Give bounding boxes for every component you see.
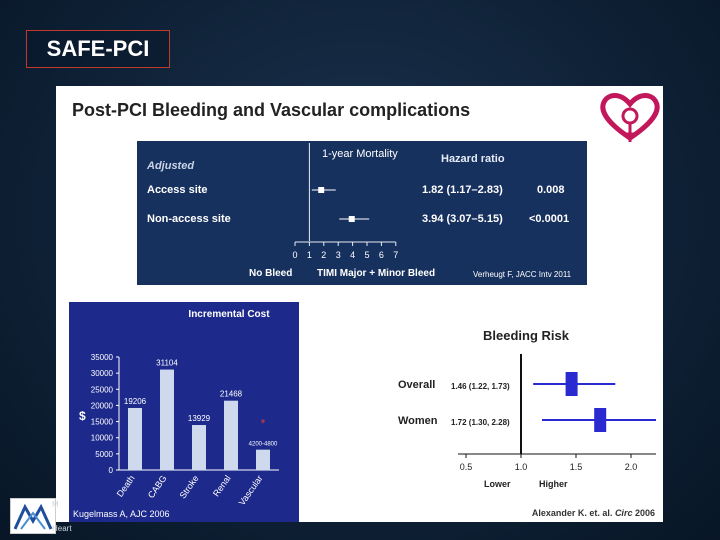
x-tick-label: 5 (364, 250, 369, 260)
category-label: Renal (211, 473, 233, 498)
logo-text-1: M (52, 500, 59, 509)
women-heart-icon (600, 93, 660, 142)
x-tick-label: 3 (336, 250, 341, 260)
logo-text-2: Heart (52, 524, 72, 533)
point-estimate (565, 372, 578, 396)
x-tick-label: 4 (350, 250, 355, 260)
cost-bar (160, 369, 174, 470)
bleeding-risk-plot: Bleeding Risk0.51.01.52.02.5Overall1.46 … (326, 324, 694, 494)
slide-label: SAFE-PCI (26, 30, 170, 68)
y-tick-label: 30000 (91, 369, 114, 378)
x-tick-label: 7 (393, 250, 398, 260)
y-tick-label: 10000 (91, 434, 114, 443)
row-hr-access: 1.82 (1.17–2.83) (422, 184, 503, 196)
lower-label: Lower (484, 479, 511, 489)
adjusted-label: Adjusted (147, 160, 195, 172)
bleeding-risk-citation: Alexander K. et. al. Circ 2006 (532, 508, 655, 518)
mount-sinai-text: M Heart (52, 500, 72, 534)
x-tick-label: 0.5 (460, 462, 473, 472)
x-tick-label: 1.0 (515, 462, 528, 472)
y-tick-label: 0 (109, 466, 114, 475)
category-label: Vascular (237, 473, 265, 507)
citation-year: 2006 (634, 508, 655, 518)
category-label: Stroke (178, 473, 201, 500)
slide-title: Post-PCI Bleeding and Vascular complicat… (72, 100, 471, 120)
category-label: Death (115, 473, 137, 498)
bar-value-label: 31104 (156, 359, 178, 368)
y-tick-label: 5000 (95, 450, 113, 459)
y-tick-label: 15000 (91, 418, 114, 427)
row-hr-nonaccess: 3.94 (3.07–5.15) (422, 213, 503, 225)
x-tick-label: 2 (321, 250, 326, 260)
mortality-citation: Verheugt F, JACC Intv 2011 (473, 270, 572, 279)
incremental-cost-svg: Incremental Cost $0 5000 10000 15000 20000 250… (73, 309, 279, 519)
row-ci-label: 1.46 (1.22, 1.73) (451, 382, 510, 391)
bar-value-label: 13929 (188, 414, 211, 423)
cost-bar (224, 400, 238, 470)
x-tick-label: 1 (307, 250, 312, 260)
y-axis-label: $ (79, 409, 86, 423)
mortality-hazard-panel: Adjusted 1-year Mortality Hazard ratio A… (137, 141, 587, 285)
y-tick-label: 20000 (91, 401, 114, 410)
category-label: CABG (146, 473, 169, 500)
point-estimate (594, 408, 607, 432)
bar-value-label: 19206 (124, 397, 147, 406)
cost-bar (256, 449, 270, 470)
no-bleed-label: No Bleed (249, 268, 293, 279)
mount-sinai-logo (10, 498, 56, 534)
y-tick-label: 35000 (91, 353, 114, 362)
point-estimate (318, 187, 325, 193)
chart-title: Incremental Cost (188, 309, 270, 320)
row-p-nonaccess: <0.0001 (529, 213, 570, 225)
row-p-access: 0.008 (537, 184, 565, 196)
citation-journal: Circ (614, 508, 633, 518)
higher-label: Higher (539, 479, 568, 489)
row-label-nonaccess: Non-access site (147, 213, 231, 225)
y-tick-label: 25000 (91, 385, 114, 394)
mortality-plot-title: 1-year Mortality (322, 148, 398, 160)
citation-prefix: Alexander K. et. al. (531, 508, 613, 518)
hr-header: Hazard ratio (441, 153, 505, 165)
row-label: Women (398, 415, 438, 427)
cost-citation: Kugelmass A, AJC 2006 (73, 509, 170, 519)
point-estimate (348, 216, 355, 222)
x-tick-label: 6 (379, 250, 384, 260)
bar-value-label: 4200-4800 (249, 442, 278, 448)
cost-bar (192, 425, 206, 470)
row-label-access: Access site (147, 184, 208, 196)
row-label: Overall (398, 379, 435, 391)
incremental-cost-chart: Incremental Cost $0 5000 10000 15000 20000 250… (69, 302, 299, 522)
x-tick-label: 2.0 (625, 462, 638, 472)
bar-value-label: 21468 (220, 390, 243, 399)
timi-bleed-label: TIMI Major + Minor Bleed (317, 268, 436, 279)
significance-marker: * (261, 417, 266, 431)
forest-title: Bleeding Risk (483, 328, 570, 343)
row-ci-label: 1.72 (1.30, 2.28) (451, 418, 510, 427)
x-tick-label: 1.5 (570, 462, 583, 472)
x-tick-label: 0 (292, 250, 297, 260)
cost-bar (128, 407, 142, 470)
bleeding-risk-svg: Bleeding Risk0.51.01.52.02.5Overall1.46 … (398, 328, 694, 489)
slide-content: Post-PCI Bleeding and Vascular complicat… (56, 86, 694, 522)
